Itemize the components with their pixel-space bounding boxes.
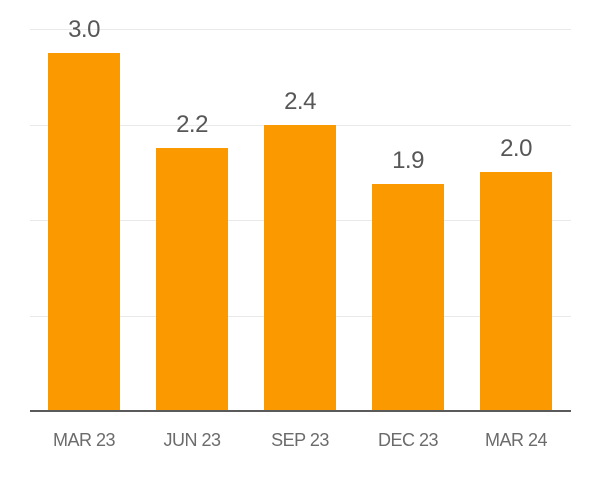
bar-value-label: 2.4 bbox=[284, 88, 316, 115]
x-axis-label: DEC 23 bbox=[377, 430, 439, 450]
gridline bbox=[30, 29, 571, 30]
bar bbox=[264, 125, 336, 412]
bar-value-label: 1.9 bbox=[392, 147, 424, 174]
bar bbox=[372, 184, 444, 411]
x-axis-line bbox=[30, 410, 571, 412]
x-axis-label: MAR 24 bbox=[484, 430, 548, 450]
bar bbox=[480, 172, 552, 411]
x-axis-label: MAR 23 bbox=[52, 430, 116, 450]
bar bbox=[156, 148, 228, 411]
bar-value-label: 2.2 bbox=[176, 111, 208, 138]
x-axis-label: SEP 23 bbox=[271, 430, 329, 450]
bar bbox=[48, 53, 120, 411]
bar-value-label: 2.0 bbox=[500, 135, 532, 162]
bar-value-label: 3.0 bbox=[68, 16, 100, 43]
x-axis-label: JUN 23 bbox=[163, 430, 221, 450]
